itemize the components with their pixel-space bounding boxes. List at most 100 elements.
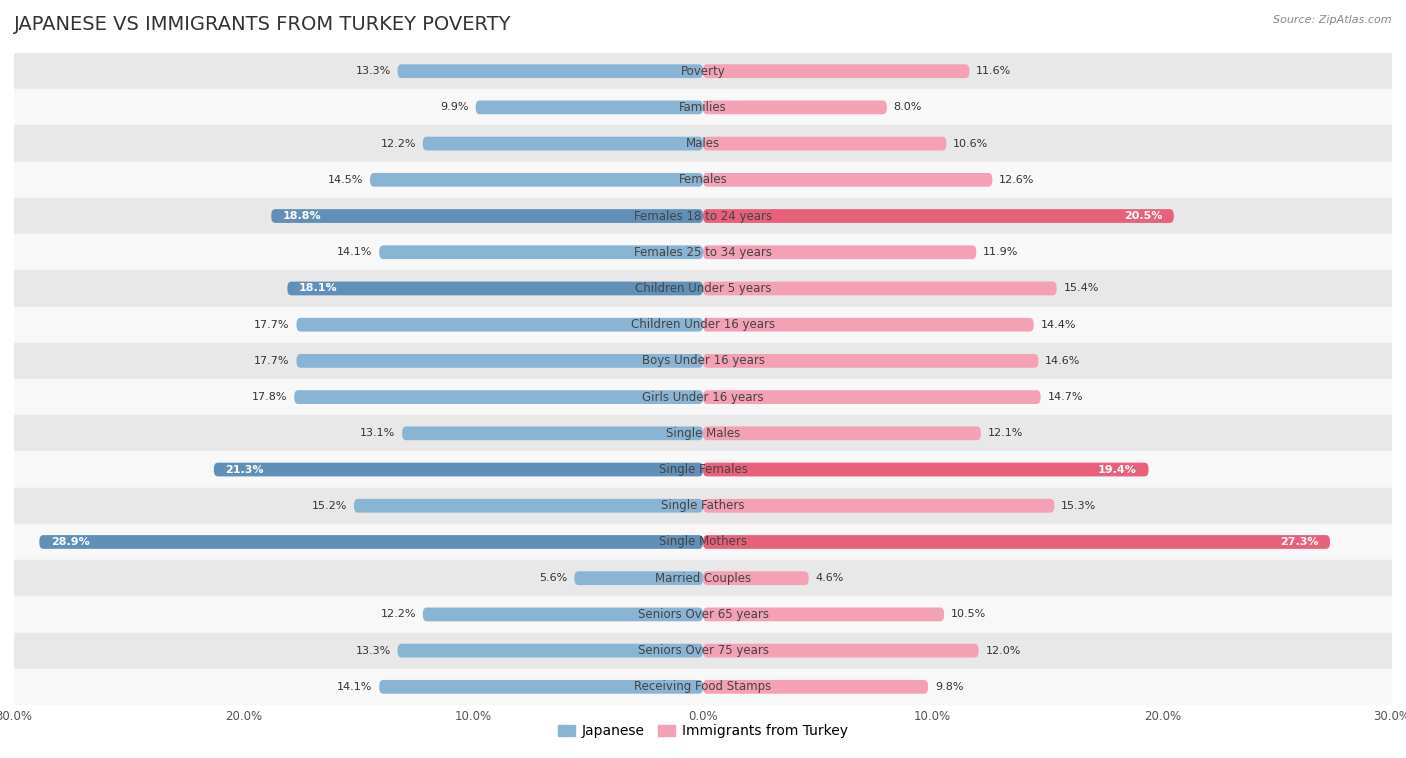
FancyBboxPatch shape — [703, 246, 976, 259]
FancyBboxPatch shape — [703, 173, 993, 186]
Bar — [14, 306, 1392, 343]
FancyBboxPatch shape — [297, 354, 703, 368]
Text: Families: Families — [679, 101, 727, 114]
Text: 9.8%: 9.8% — [935, 682, 963, 692]
FancyBboxPatch shape — [703, 136, 946, 151]
Text: Children Under 5 years: Children Under 5 years — [634, 282, 772, 295]
Text: 20.5%: 20.5% — [1123, 211, 1163, 221]
Text: Males: Males — [686, 137, 720, 150]
FancyBboxPatch shape — [39, 535, 703, 549]
Text: 19.4%: 19.4% — [1098, 465, 1137, 475]
Text: Boys Under 16 years: Boys Under 16 years — [641, 355, 765, 368]
FancyBboxPatch shape — [703, 462, 1149, 477]
FancyBboxPatch shape — [294, 390, 703, 404]
FancyBboxPatch shape — [703, 390, 1040, 404]
FancyBboxPatch shape — [703, 680, 928, 694]
Text: 8.0%: 8.0% — [894, 102, 922, 112]
Text: Married Couples: Married Couples — [655, 572, 751, 584]
Text: Single Males: Single Males — [666, 427, 740, 440]
FancyBboxPatch shape — [402, 427, 703, 440]
Text: 13.1%: 13.1% — [360, 428, 395, 438]
FancyBboxPatch shape — [214, 462, 703, 477]
Text: 14.5%: 14.5% — [328, 175, 363, 185]
FancyBboxPatch shape — [703, 101, 887, 114]
Text: 15.2%: 15.2% — [312, 501, 347, 511]
Bar — [14, 161, 1392, 198]
Bar — [14, 53, 1392, 89]
Text: Seniors Over 65 years: Seniors Over 65 years — [637, 608, 769, 621]
FancyBboxPatch shape — [398, 644, 703, 657]
Text: Females: Females — [679, 174, 727, 186]
Text: 10.6%: 10.6% — [953, 139, 988, 149]
Text: 27.3%: 27.3% — [1279, 537, 1319, 547]
Text: 14.6%: 14.6% — [1045, 356, 1081, 366]
Bar — [14, 126, 1392, 161]
Bar — [14, 234, 1392, 271]
FancyBboxPatch shape — [703, 535, 1330, 549]
Text: 11.9%: 11.9% — [983, 247, 1018, 257]
FancyBboxPatch shape — [423, 136, 703, 151]
Bar — [14, 669, 1392, 705]
Text: Females 18 to 24 years: Females 18 to 24 years — [634, 209, 772, 223]
FancyBboxPatch shape — [703, 209, 1174, 223]
FancyBboxPatch shape — [703, 354, 1038, 368]
FancyBboxPatch shape — [271, 209, 703, 223]
Text: 11.6%: 11.6% — [976, 66, 1011, 76]
Bar — [14, 271, 1392, 306]
FancyBboxPatch shape — [703, 644, 979, 657]
Bar — [14, 487, 1392, 524]
Text: 9.9%: 9.9% — [440, 102, 468, 112]
Text: 4.6%: 4.6% — [815, 573, 844, 583]
FancyBboxPatch shape — [703, 607, 945, 622]
Text: 5.6%: 5.6% — [540, 573, 568, 583]
Text: 17.7%: 17.7% — [254, 320, 290, 330]
Bar — [14, 632, 1392, 669]
FancyBboxPatch shape — [287, 281, 703, 296]
Text: 13.3%: 13.3% — [356, 66, 391, 76]
Text: 13.3%: 13.3% — [356, 646, 391, 656]
Text: 28.9%: 28.9% — [51, 537, 90, 547]
FancyBboxPatch shape — [703, 499, 1054, 512]
Text: 17.7%: 17.7% — [254, 356, 290, 366]
Text: 12.2%: 12.2% — [381, 609, 416, 619]
Text: 14.4%: 14.4% — [1040, 320, 1076, 330]
Text: Girls Under 16 years: Girls Under 16 years — [643, 390, 763, 403]
Text: Single Fathers: Single Fathers — [661, 500, 745, 512]
Text: Source: ZipAtlas.com: Source: ZipAtlas.com — [1274, 15, 1392, 25]
Text: 21.3%: 21.3% — [225, 465, 264, 475]
FancyBboxPatch shape — [475, 101, 703, 114]
FancyBboxPatch shape — [380, 680, 703, 694]
Text: 14.7%: 14.7% — [1047, 392, 1083, 402]
Bar — [14, 343, 1392, 379]
Text: Children Under 16 years: Children Under 16 years — [631, 318, 775, 331]
Text: 12.6%: 12.6% — [1000, 175, 1035, 185]
FancyBboxPatch shape — [703, 64, 969, 78]
FancyBboxPatch shape — [575, 572, 703, 585]
Text: 15.3%: 15.3% — [1062, 501, 1097, 511]
FancyBboxPatch shape — [380, 246, 703, 259]
Text: 14.1%: 14.1% — [337, 682, 373, 692]
Text: 14.1%: 14.1% — [337, 247, 373, 257]
FancyBboxPatch shape — [703, 281, 1057, 296]
Text: Poverty: Poverty — [681, 64, 725, 77]
FancyBboxPatch shape — [703, 318, 1033, 331]
Text: Single Mothers: Single Mothers — [659, 535, 747, 549]
Bar — [14, 597, 1392, 632]
Text: 18.8%: 18.8% — [283, 211, 322, 221]
Text: 12.0%: 12.0% — [986, 646, 1021, 656]
Bar — [14, 560, 1392, 597]
Text: JAPANESE VS IMMIGRANTS FROM TURKEY POVERTY: JAPANESE VS IMMIGRANTS FROM TURKEY POVER… — [14, 15, 512, 34]
Text: Single Females: Single Females — [658, 463, 748, 476]
Text: 12.2%: 12.2% — [381, 139, 416, 149]
Bar — [14, 379, 1392, 415]
FancyBboxPatch shape — [370, 173, 703, 186]
Legend: Japanese, Immigrants from Turkey: Japanese, Immigrants from Turkey — [553, 719, 853, 744]
FancyBboxPatch shape — [423, 607, 703, 622]
Text: 10.5%: 10.5% — [950, 609, 986, 619]
Text: 17.8%: 17.8% — [252, 392, 287, 402]
Text: 15.4%: 15.4% — [1063, 283, 1099, 293]
Bar — [14, 198, 1392, 234]
Bar — [14, 89, 1392, 126]
Text: Seniors Over 75 years: Seniors Over 75 years — [637, 644, 769, 657]
FancyBboxPatch shape — [398, 64, 703, 78]
